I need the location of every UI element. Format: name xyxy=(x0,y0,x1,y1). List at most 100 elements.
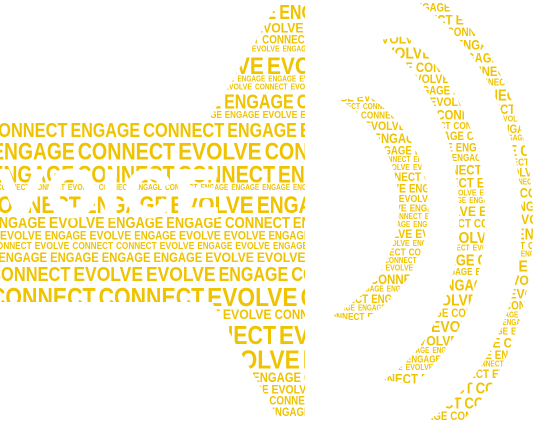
word-evolve: EVOLVE xyxy=(291,82,319,91)
word-evolve: EVOLVE xyxy=(453,84,495,98)
word-connect: CONNECT xyxy=(520,185,545,201)
word-connect: CONNECT xyxy=(440,367,489,381)
word-engage: ENGAGE xyxy=(0,2,58,24)
word-evolve: EVOLVE xyxy=(224,82,252,91)
word-engage: ENGAGE xyxy=(279,2,349,24)
word-connect: CONNECT xyxy=(521,310,545,319)
word-engage: ENGAGE xyxy=(86,382,128,396)
word-engage: ENGAGE xyxy=(480,188,508,197)
word-engage: ENGAGE xyxy=(516,63,545,79)
word-connect: CONNECT xyxy=(99,183,132,192)
word-evolve: EVOLVE xyxy=(73,264,143,286)
word-engage: ENGAGE xyxy=(269,228,311,242)
word-engage: ENGAGE xyxy=(493,46,545,63)
word-engage: ENGAGE xyxy=(219,264,289,286)
word-connect: CONNECT xyxy=(99,282,205,312)
word-connect: CONNECT xyxy=(163,306,220,322)
word-connect: CONNECT xyxy=(456,63,513,79)
word-connect: CONNECT xyxy=(103,306,160,322)
word-evolve: EVOLVE xyxy=(90,405,132,419)
word-evolve: EVOLVE xyxy=(263,110,298,121)
word-engage: ENGAGE xyxy=(132,82,160,91)
word-engage: ENGAGE xyxy=(102,249,151,265)
word-connect: CONNECT xyxy=(116,241,157,252)
word-connect: CONNECT xyxy=(484,241,525,252)
word-engage: ENGAGE xyxy=(155,44,183,53)
word-engage: ENGAGE xyxy=(358,332,407,348)
word-evolve: EVOLVE xyxy=(0,405,35,419)
word-engage: ENGAGE xyxy=(262,183,290,192)
word-evolve: EVOLVE xyxy=(320,182,362,196)
word-engage: ENGAGE xyxy=(406,355,441,366)
word-evolve: EVOLVE xyxy=(532,396,545,413)
word-engage: ENGAGE xyxy=(502,318,530,327)
word-engage: ENGAGE xyxy=(351,239,379,248)
word-connect: CONNECT xyxy=(43,306,100,322)
word-evolve: EVOLVE xyxy=(0,19,37,35)
word-engage: ENGAGE xyxy=(371,346,399,355)
word-evolve: EVOLVE xyxy=(312,155,340,164)
word-engage: ENGAGE xyxy=(418,284,446,293)
word-engage: ENGAGE xyxy=(532,157,545,168)
word-evolve: EVOLVE xyxy=(416,264,444,273)
word-evolve: EVOLVE xyxy=(320,239,348,248)
word-evolve: EVOLVE xyxy=(406,363,434,372)
word-connect: CONNECT xyxy=(216,44,249,53)
word-engage: ENGAGE xyxy=(41,382,83,396)
word-evolve: EVOLVE xyxy=(421,370,470,386)
word-evolve: EVOLVE xyxy=(0,228,42,242)
word-connect: CONNECT xyxy=(12,75,45,84)
word-engage: ENGAGE xyxy=(203,19,252,35)
word-connect: CONNECT xyxy=(130,382,179,396)
word-engage: ENGAGE xyxy=(0,75,10,84)
word-engage: ENGAGE xyxy=(438,267,473,278)
word-engage: ENGAGE xyxy=(401,318,429,327)
word-connect: CONNECT xyxy=(451,306,500,320)
word-connect: CONNECT xyxy=(291,264,372,286)
word-evolve: EVOLVE xyxy=(406,115,434,124)
word-connect: CONNECT xyxy=(178,161,276,188)
word-engage: ENGAGE xyxy=(269,405,311,419)
word-engage: ENGAGE xyxy=(185,44,213,53)
word-connect: CONNECT xyxy=(378,155,411,164)
word-engage: ENGAGE xyxy=(61,2,131,24)
word-evolve: EVOLVE xyxy=(324,264,352,273)
word-engage: ENGAGE xyxy=(463,346,491,355)
word-engage: ENGAGE xyxy=(268,75,296,84)
word-evolve: EVOLVE xyxy=(178,139,262,166)
word-connect: CONNECT xyxy=(275,306,332,322)
word-engage: ENGAGE xyxy=(40,19,89,35)
word-evolve: EVOLVE xyxy=(170,192,254,219)
word-evolve: EVOLVE xyxy=(498,115,526,124)
word-evolve: EVOLVE xyxy=(152,19,201,35)
word-engage: ENGAGE xyxy=(283,44,311,53)
word-evolve: EVOLVE xyxy=(507,12,545,28)
word-evolve: EVOLVE xyxy=(88,44,116,53)
word-engage: ENGAGE xyxy=(321,220,349,229)
word-connect: CONNECT xyxy=(30,82,63,91)
word-engage: ENGAGE xyxy=(134,228,176,242)
word-engage: ENGAGE xyxy=(477,175,526,191)
word-evolve: EVOLVE xyxy=(425,212,453,221)
word-engage: ENGAGE xyxy=(318,271,367,287)
word-engage: ENGAGE xyxy=(469,196,497,205)
word-connect: CONNECT xyxy=(378,95,427,109)
word-evolve: EVOLVE xyxy=(224,228,266,242)
word-evolve: EVOLVE xyxy=(163,82,191,91)
word-evolve: EVOLVE xyxy=(272,382,314,396)
word-connect: CONNECT xyxy=(80,53,178,80)
word-evolve: EVOLVE xyxy=(507,360,535,369)
word-engage: ENGAGE xyxy=(293,183,321,192)
word-evolve: EVOLVE xyxy=(299,75,327,84)
word-evolve: EVOLVE xyxy=(413,163,441,172)
word-connect: CONNECT xyxy=(316,163,349,172)
word-engage: ENGAGE xyxy=(27,44,55,53)
word-engage: ENGAGE xyxy=(413,239,441,248)
word-evolve: EVOLVE xyxy=(48,75,76,84)
word-engage: ENGAGE xyxy=(413,220,441,229)
word-engage: ENGAGE xyxy=(121,33,163,47)
word-connect: CONNECT xyxy=(363,102,396,111)
word-connect: CONNECT xyxy=(210,33,259,47)
word-evolve: EVOLVE xyxy=(411,141,453,155)
word-connect: CONNECT xyxy=(38,405,87,419)
